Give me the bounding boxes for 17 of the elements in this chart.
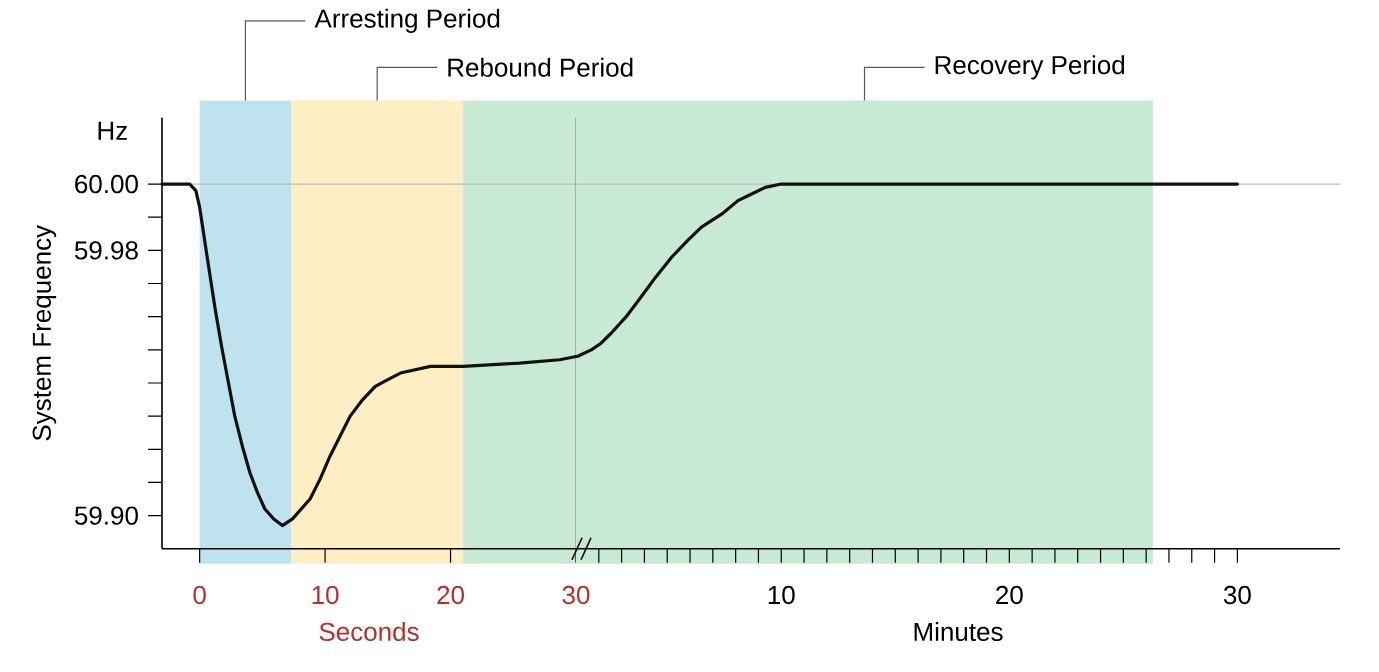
text: Hz <box>98 121 127 140</box>
x-axis-title: Seconds <box>319 622 419 642</box>
x-tick-label: 0 <box>193 585 206 605</box>
x-tick-label: 10 <box>312 585 339 605</box>
x-tick-label: 10 <box>768 585 795 605</box>
y-tick-label: 60.00 <box>75 174 138 194</box>
x-tick-label: 30 <box>562 585 590 605</box>
y-tick-label: 59.90 <box>74 506 138 525</box>
x-tick-label: 20 <box>996 585 1023 605</box>
y-tick-label: 59.98 <box>74 241 138 260</box>
x-tick-label: 20 <box>437 585 464 605</box>
band-label: Recovery Period <box>935 55 1125 80</box>
band-label: Rebound Period <box>448 57 633 77</box>
band-label: Arresting Period <box>314 8 500 34</box>
x-tick-label: 30 <box>1223 585 1251 605</box>
y-axis-title: System Frequency <box>32 225 57 441</box>
x-axis-title: Minutes <box>914 622 1003 642</box>
